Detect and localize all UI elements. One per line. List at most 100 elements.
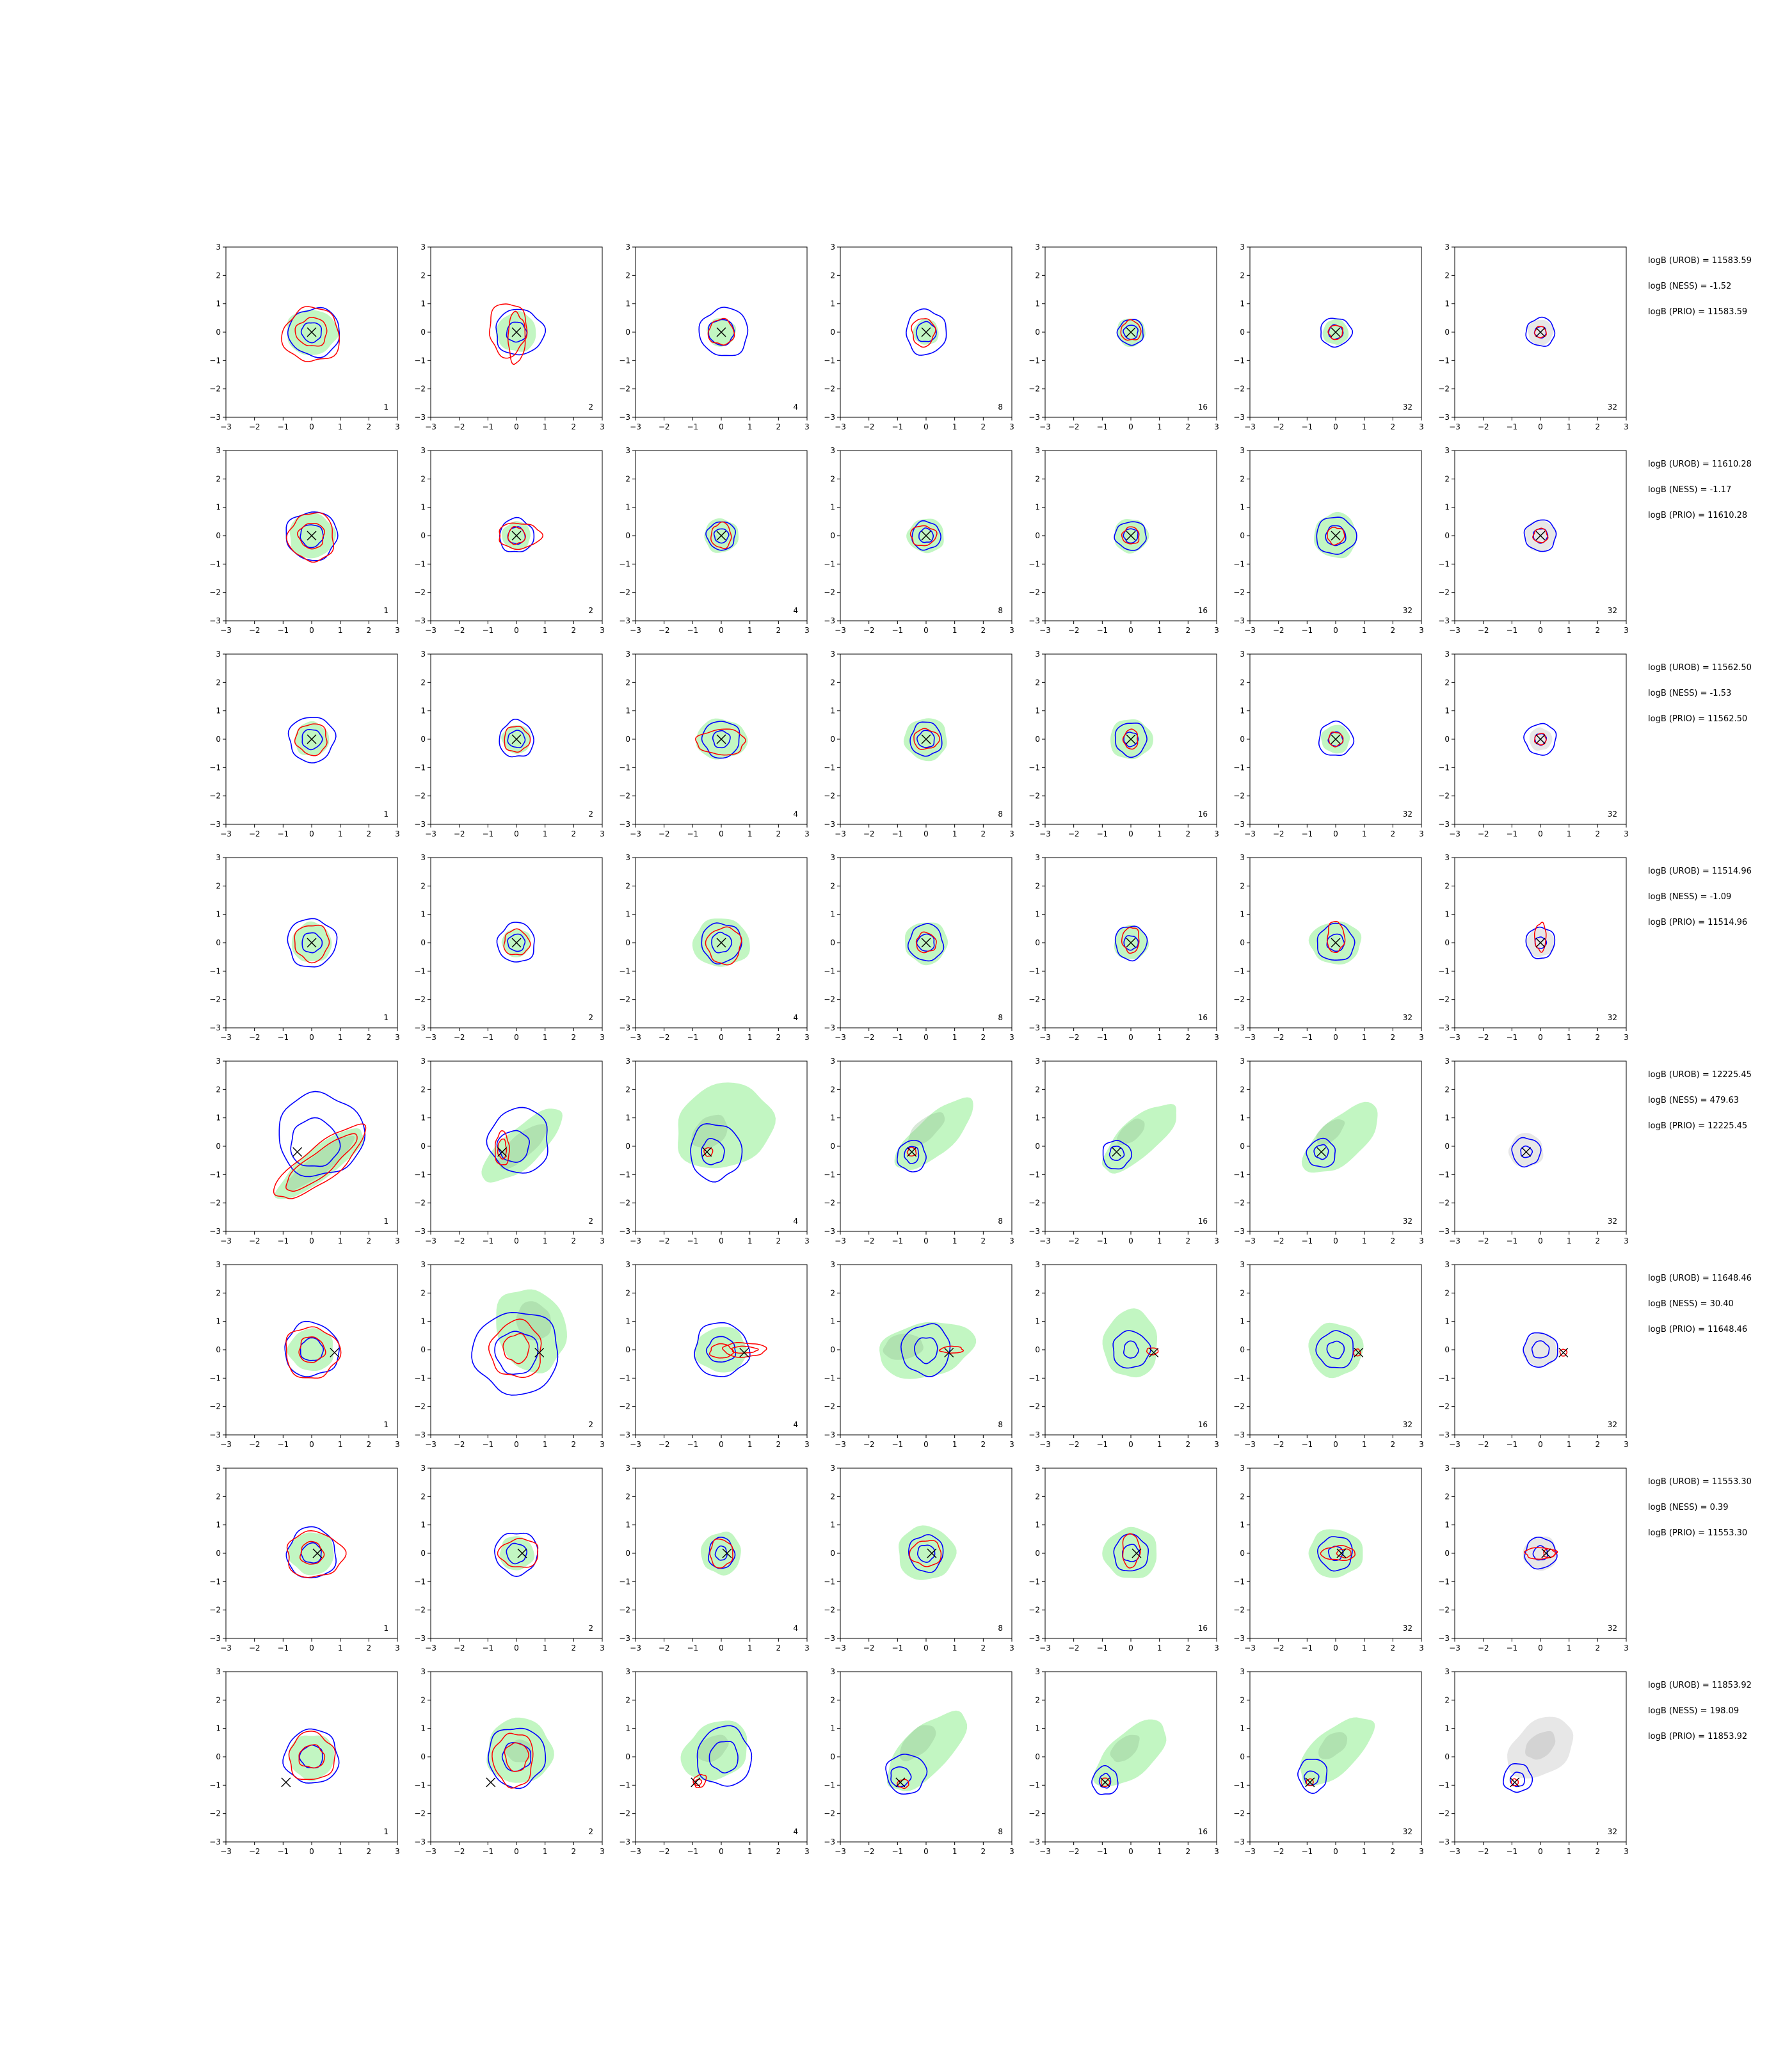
blue-contour	[287, 307, 340, 358]
x-tick-label: 1	[952, 829, 957, 838]
red-contour	[1320, 1545, 1356, 1562]
reference-density-core	[1318, 1732, 1348, 1759]
panel-corner-label: 8	[998, 606, 1003, 615]
plot-frame	[225, 1060, 398, 1232]
y-tick-label: 2	[420, 1085, 426, 1094]
panel-corner-label: 4	[793, 1217, 798, 1226]
blue-contour	[287, 918, 338, 968]
y-tick-label: −3	[1438, 1634, 1450, 1643]
red-contour	[906, 1147, 917, 1156]
plot-area	[1525, 922, 1556, 959]
y-tick-label: −2	[824, 995, 835, 1004]
blue-contour	[507, 933, 526, 952]
y-tick-label: 1	[420, 707, 426, 716]
y-tick-label: 0	[216, 1752, 221, 1761]
y-tick-label: 2	[216, 1695, 221, 1704]
x-tick-label: −1	[277, 626, 289, 635]
red-contour	[286, 1530, 347, 1578]
blue-contour	[1316, 1536, 1353, 1572]
panel-r5-c2: −3 −2 −1 0 1 2 3 3 2 1 0 −1 −2 −3 2	[414, 1057, 605, 1245]
y-tick-label: 3	[1444, 1260, 1450, 1269]
red-contour	[707, 317, 735, 346]
x-tick-label: −1	[687, 1440, 698, 1449]
y-tick-label: −1	[619, 966, 630, 975]
x-tick-label: −1	[1096, 1033, 1108, 1042]
y-tick-label: 1	[1444, 910, 1450, 919]
x-tick-label: −1	[277, 829, 289, 838]
x-tick-label: −3	[425, 1644, 436, 1652]
y-tick-label: 0	[1035, 328, 1040, 337]
y-tick-label: −3	[414, 1227, 426, 1236]
panel-corner-label: 32	[1608, 1624, 1617, 1633]
y-tick-label: −3	[1438, 616, 1450, 625]
y-tick-label: −2	[824, 792, 835, 801]
x-tick-label: −2	[1273, 422, 1284, 431]
plot-area	[1320, 317, 1354, 348]
red-contour	[298, 1744, 326, 1769]
x-tick-label: 1	[748, 422, 753, 431]
red-contour	[1336, 1548, 1352, 1559]
plot-area	[285, 1526, 347, 1579]
x-tick-label: 2	[572, 1440, 577, 1449]
blue-contour	[705, 1336, 737, 1363]
x-tick-label: −1	[482, 1033, 493, 1042]
x-tick-label: −1	[482, 1644, 493, 1652]
x-tick-label: −3	[1039, 1847, 1051, 1856]
x-tick-label: −1	[1506, 1644, 1517, 1652]
plot-area	[281, 306, 340, 362]
x-tick-label: 0	[1538, 1033, 1543, 1042]
logb-annotation: logB (NESS) = -1.53	[1648, 689, 1732, 698]
x-tick-label: 0	[719, 1440, 724, 1449]
plot-area	[273, 1091, 367, 1199]
blue-contour	[906, 308, 947, 356]
y-tick-label: −3	[209, 1634, 221, 1643]
y-tick-label: 1	[1240, 1521, 1245, 1530]
blue-contour	[1525, 926, 1556, 959]
y-tick-label: 2	[216, 271, 221, 280]
y-tick-label: −1	[824, 1373, 835, 1382]
x-tick-label: −1	[1301, 1440, 1313, 1449]
panel-r8-c5: −3 −2 −1 0 1 2 3 3 2 1 0 −1 −2 −3 16	[1028, 1667, 1219, 1856]
blue-contour	[1523, 519, 1557, 552]
panel-corner-label: 2	[588, 1624, 593, 1633]
x-tick-label: −3	[1449, 1644, 1460, 1652]
panel-corner-label: 16	[1198, 403, 1208, 412]
x-tick-label: −2	[1068, 1236, 1080, 1245]
panel-corner-label: 16	[1198, 1420, 1208, 1429]
x-tick-label: −3	[1449, 1236, 1460, 1245]
y-tick-label: −1	[1233, 559, 1245, 568]
panel-r6-c2: −3 −2 −1 0 1 2 3 3 2 1 0 −1 −2 −3 2	[414, 1260, 605, 1449]
reference-density	[1523, 1536, 1557, 1571]
x-tick-label: 0	[514, 1440, 519, 1449]
x-tick-label: 3	[600, 829, 605, 838]
panel-r4-c5: −3 −2 −1 0 1 2 3 3 2 1 0 −1 −2 −3 16	[1028, 853, 1219, 1042]
x-tick-label: 2	[1596, 626, 1601, 635]
x-tick-label: 1	[338, 422, 343, 431]
y-tick-label: −3	[1028, 1227, 1040, 1236]
x-tick-label: 2	[981, 1644, 986, 1652]
x-tick-label: −2	[863, 1847, 875, 1856]
y-tick-label: −2	[1028, 995, 1040, 1004]
x-tick-label: 0	[309, 1033, 314, 1042]
true-value-marker	[1535, 938, 1546, 948]
y-tick-label: 2	[420, 474, 426, 483]
y-tick-label: 0	[216, 328, 221, 337]
y-tick-label: −2	[414, 1402, 426, 1411]
y-tick-label: 2	[625, 881, 630, 890]
y-tick-label: 3	[216, 446, 221, 455]
plot-area	[486, 1717, 554, 1789]
x-tick-label: −3	[220, 829, 232, 838]
x-tick-label: 1	[952, 1236, 957, 1245]
y-tick-label: −1	[824, 1780, 835, 1789]
y-tick-label: −2	[1233, 792, 1245, 801]
y-tick-label: 3	[1240, 650, 1245, 659]
x-tick-label: −2	[863, 829, 875, 838]
plot-area	[680, 1720, 753, 1788]
x-tick-label: −3	[220, 1033, 232, 1042]
x-tick-label: 2	[1186, 1644, 1191, 1652]
x-tick-label: 1	[748, 1644, 753, 1652]
x-tick-label: 3	[395, 626, 400, 635]
